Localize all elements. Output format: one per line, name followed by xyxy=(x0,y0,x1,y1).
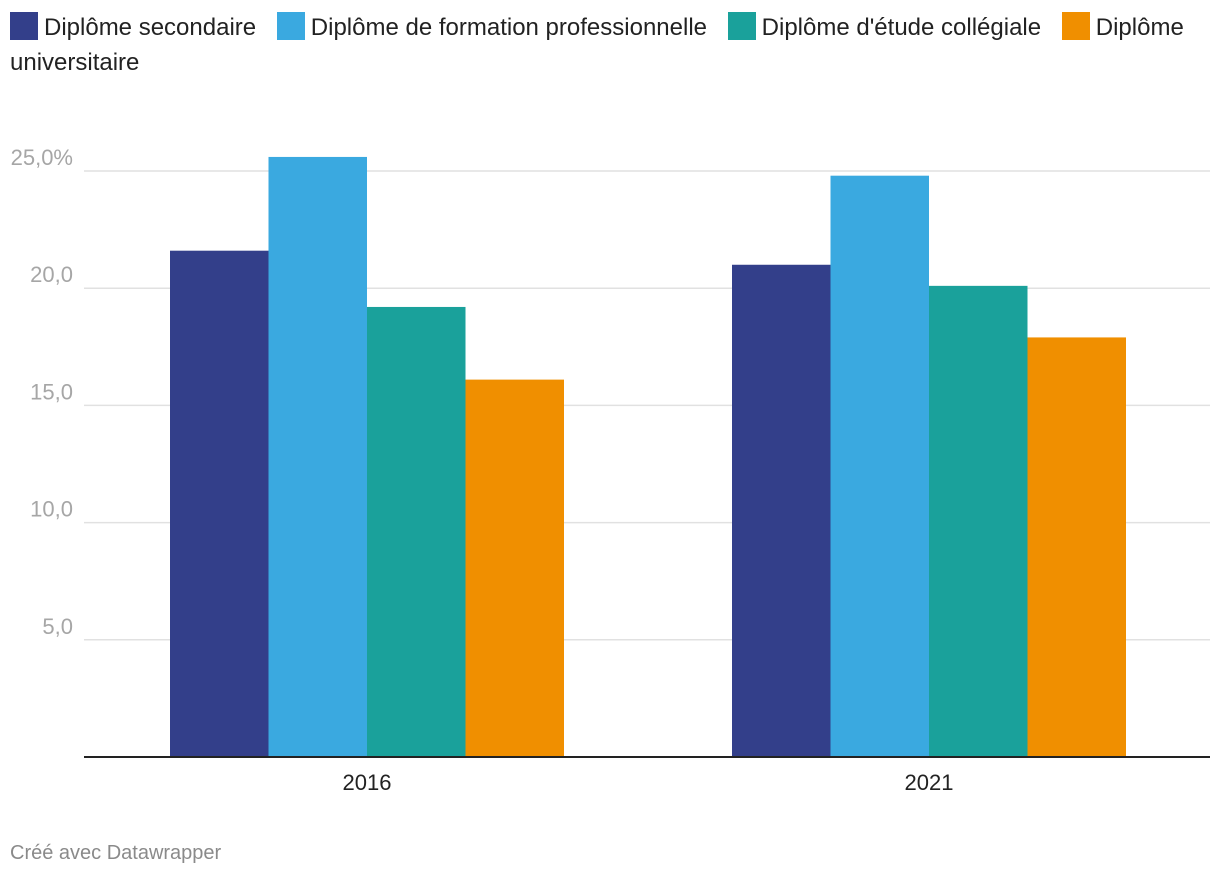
y-tick-label: 20,0 xyxy=(30,262,73,287)
legend: Diplôme secondaire Diplôme de formation … xyxy=(10,10,1210,80)
y-axis-ticks: 5,0 10,0 15,0 20,0 25,0% xyxy=(11,145,73,639)
x-axis-labels: 2016 2021 xyxy=(343,770,954,795)
bar xyxy=(465,379,564,757)
legend-item-universitaire: Diplôme universitaire xyxy=(10,12,1184,76)
y-tick-label: 10,0 xyxy=(30,497,73,522)
x-tick-label: 2021 xyxy=(905,770,954,795)
legend-label: Diplôme secondaire xyxy=(44,14,257,41)
y-tick-label: 15,0 xyxy=(30,379,73,404)
credit-text: Créé avec Datawrapper xyxy=(10,842,222,864)
y-tick-label: 25,0% xyxy=(11,145,73,170)
y-tick-label: 5,0 xyxy=(42,614,73,639)
x-tick-label: 2016 xyxy=(343,770,392,795)
legend-label: Diplôme de formation professionnelle xyxy=(310,14,707,41)
legend-swatch xyxy=(1061,12,1090,40)
legend-swatch xyxy=(10,12,38,40)
bars xyxy=(170,156,1126,758)
legend-item-secondaire: Diplôme secondaire xyxy=(10,12,257,41)
legend-label: Diplôme universitaire xyxy=(10,14,1184,76)
bar xyxy=(268,156,367,757)
legend-swatch xyxy=(276,12,305,40)
bar xyxy=(732,264,831,757)
legend-swatch xyxy=(727,12,756,40)
bar xyxy=(830,175,929,758)
bar xyxy=(1027,337,1126,757)
legend-item-professionnelle: Diplôme de formation professionnelle xyxy=(276,12,707,41)
legend-label: Diplôme d'étude collégiale xyxy=(761,14,1042,41)
bar xyxy=(929,285,1028,757)
bar xyxy=(367,306,466,757)
bar xyxy=(170,250,269,758)
legend-item-collegiale: Diplôme d'étude collégiale xyxy=(727,12,1042,41)
